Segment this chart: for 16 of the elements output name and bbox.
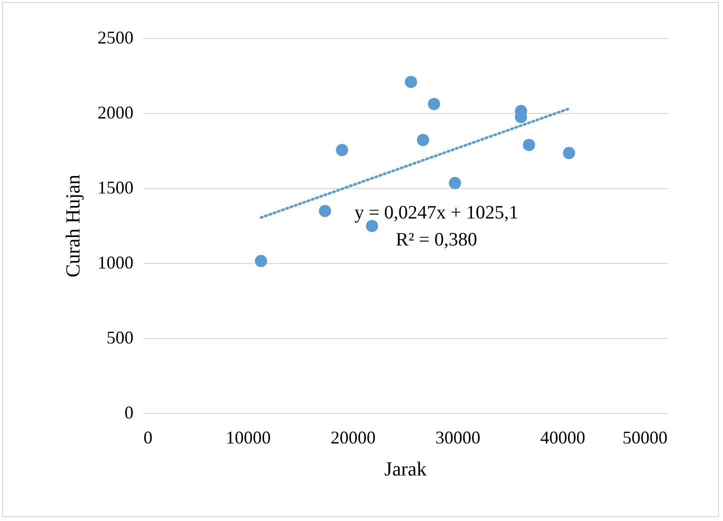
x-tick-label: 40000 (540, 428, 586, 448)
y-tick-label: 2000 (98, 102, 134, 122)
annotation: R² = 0,380 (396, 229, 478, 250)
y-tick-label: 500 (106, 328, 134, 348)
x-tick-label: 10000 (226, 428, 271, 448)
x-tick-label: 30000 (435, 428, 480, 448)
x-tick-label: 50000 (622, 428, 668, 448)
y-tick-label: 1000 (98, 252, 134, 272)
y-tick-label: 2500 (98, 28, 134, 48)
x-tick-label: 0 (144, 428, 152, 448)
annotation: y = 0,0247x + 1025,1 (354, 202, 518, 224)
y-tick-label: 0 (124, 402, 134, 422)
y-axis-title: Curah Hujan (62, 174, 84, 278)
x-axis-title: Jarak (384, 458, 427, 480)
y-tick-label: 1500 (98, 178, 134, 198)
x-tick-label: 20000 (330, 428, 376, 448)
